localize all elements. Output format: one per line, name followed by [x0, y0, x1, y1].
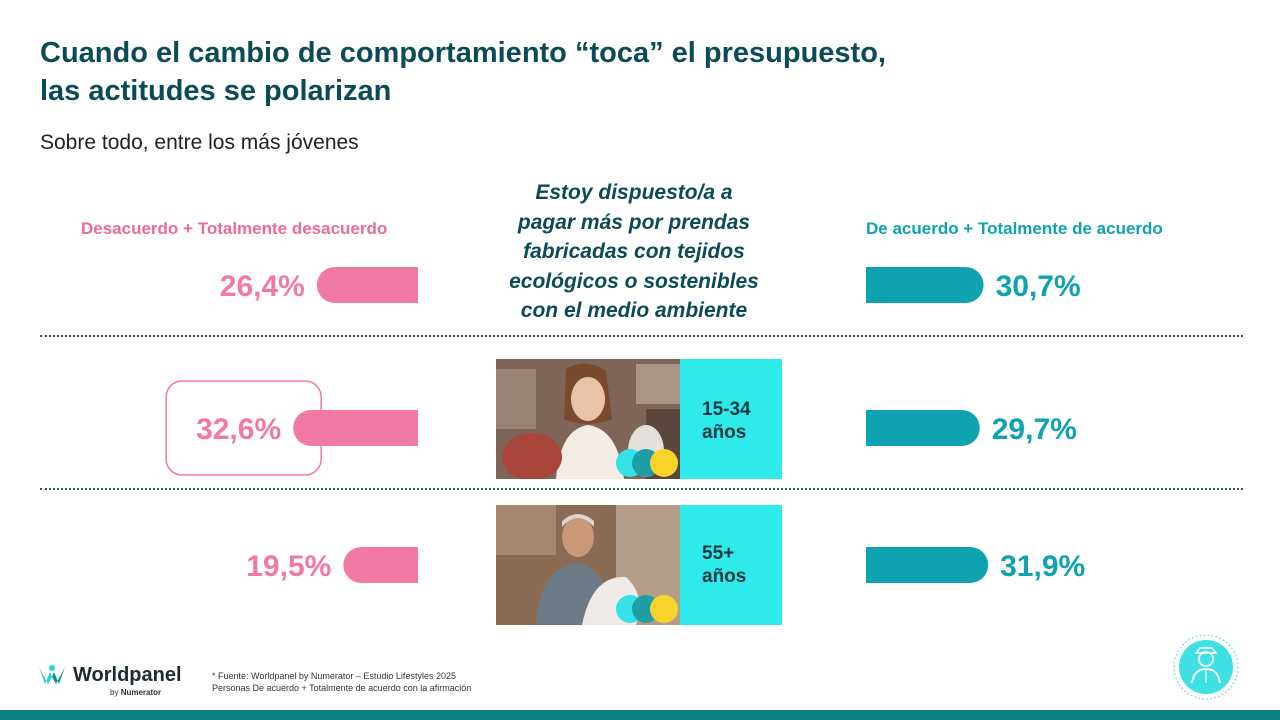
disagree-value-label: 32,6%	[196, 413, 281, 446]
bottom-bar	[0, 710, 1280, 720]
agree-bar	[866, 547, 989, 583]
brand-subtitle: by Numerator	[110, 688, 161, 697]
title-line-1: Cuando el cambio de comportamiento “toca…	[40, 37, 886, 69]
decorative-circles-icon	[616, 595, 678, 623]
statement-line: Estoy dispuesto/a a	[535, 181, 733, 204]
row-separator	[40, 488, 1243, 490]
page-title: Cuando el cambio de comportamiento “toca…	[40, 34, 1040, 110]
agree-value-label: 29,7%	[992, 413, 1077, 446]
disagree-value-label: 26,4%	[220, 270, 305, 303]
age-label-line: 15-34	[702, 399, 751, 420]
agree-bar	[866, 410, 980, 446]
statement-text: Estoy dispuesto/a a pagar más por prenda…	[484, 178, 784, 326]
title-line-2: las actitudes se polarizan	[40, 75, 392, 107]
source-note: * Fuente: Worldpanel by Numerator – Estu…	[212, 670, 471, 694]
age-box-15-34: 15-34 años	[680, 359, 782, 479]
age-label-line: 55+	[702, 543, 735, 564]
agree-bar	[866, 267, 984, 303]
brand-numerator: Numerator	[120, 688, 162, 697]
disagree-bar	[316, 267, 418, 303]
age-label: 55+ años	[702, 542, 746, 588]
agree-value-label: 31,9%	[1000, 550, 1085, 583]
brand-by: by	[110, 688, 119, 697]
statement-line: ecológicos o sostenibles	[509, 269, 759, 293]
brand-name: Worldpanel	[73, 664, 182, 686]
highlight-frame	[165, 380, 322, 476]
source-line: * Fuente: Worldpanel by Numerator – Estu…	[212, 671, 456, 681]
older-man-shopping-photo	[496, 505, 680, 625]
statement-line: pagar más por prendas	[517, 210, 751, 234]
legend-disagree: Desacuerdo + Totalmente desacuerdo	[81, 219, 388, 238]
agree-value-label: 30,7%	[996, 270, 1081, 303]
age-box-55-plus: 55+ años	[680, 505, 782, 625]
statement-line: con el medio ambiente	[520, 299, 748, 322]
persona-badge-icon	[1173, 634, 1239, 700]
worldpanel-logo-icon	[39, 665, 65, 684]
source-line: Personas De acuerdo + Totalmente de acue…	[212, 683, 472, 693]
disagree-bar	[293, 410, 418, 446]
legend-agree: De acuerdo + Totalmente de acuerdo	[866, 219, 1163, 238]
age-label-line: años	[702, 566, 747, 587]
age-label: 15-34 años	[702, 398, 751, 444]
statement-line: fabricadas con tejidos	[523, 240, 745, 263]
decorative-circles-icon	[616, 449, 678, 477]
page-subtitle: Sobre todo, entre los más jóvenes	[40, 131, 359, 154]
age-label-line: años	[702, 422, 747, 443]
disagree-value-label: 19,5%	[246, 550, 331, 583]
disagree-bar	[343, 547, 418, 583]
row-separator	[40, 335, 1243, 337]
young-woman-shopping-photo	[496, 359, 680, 479]
